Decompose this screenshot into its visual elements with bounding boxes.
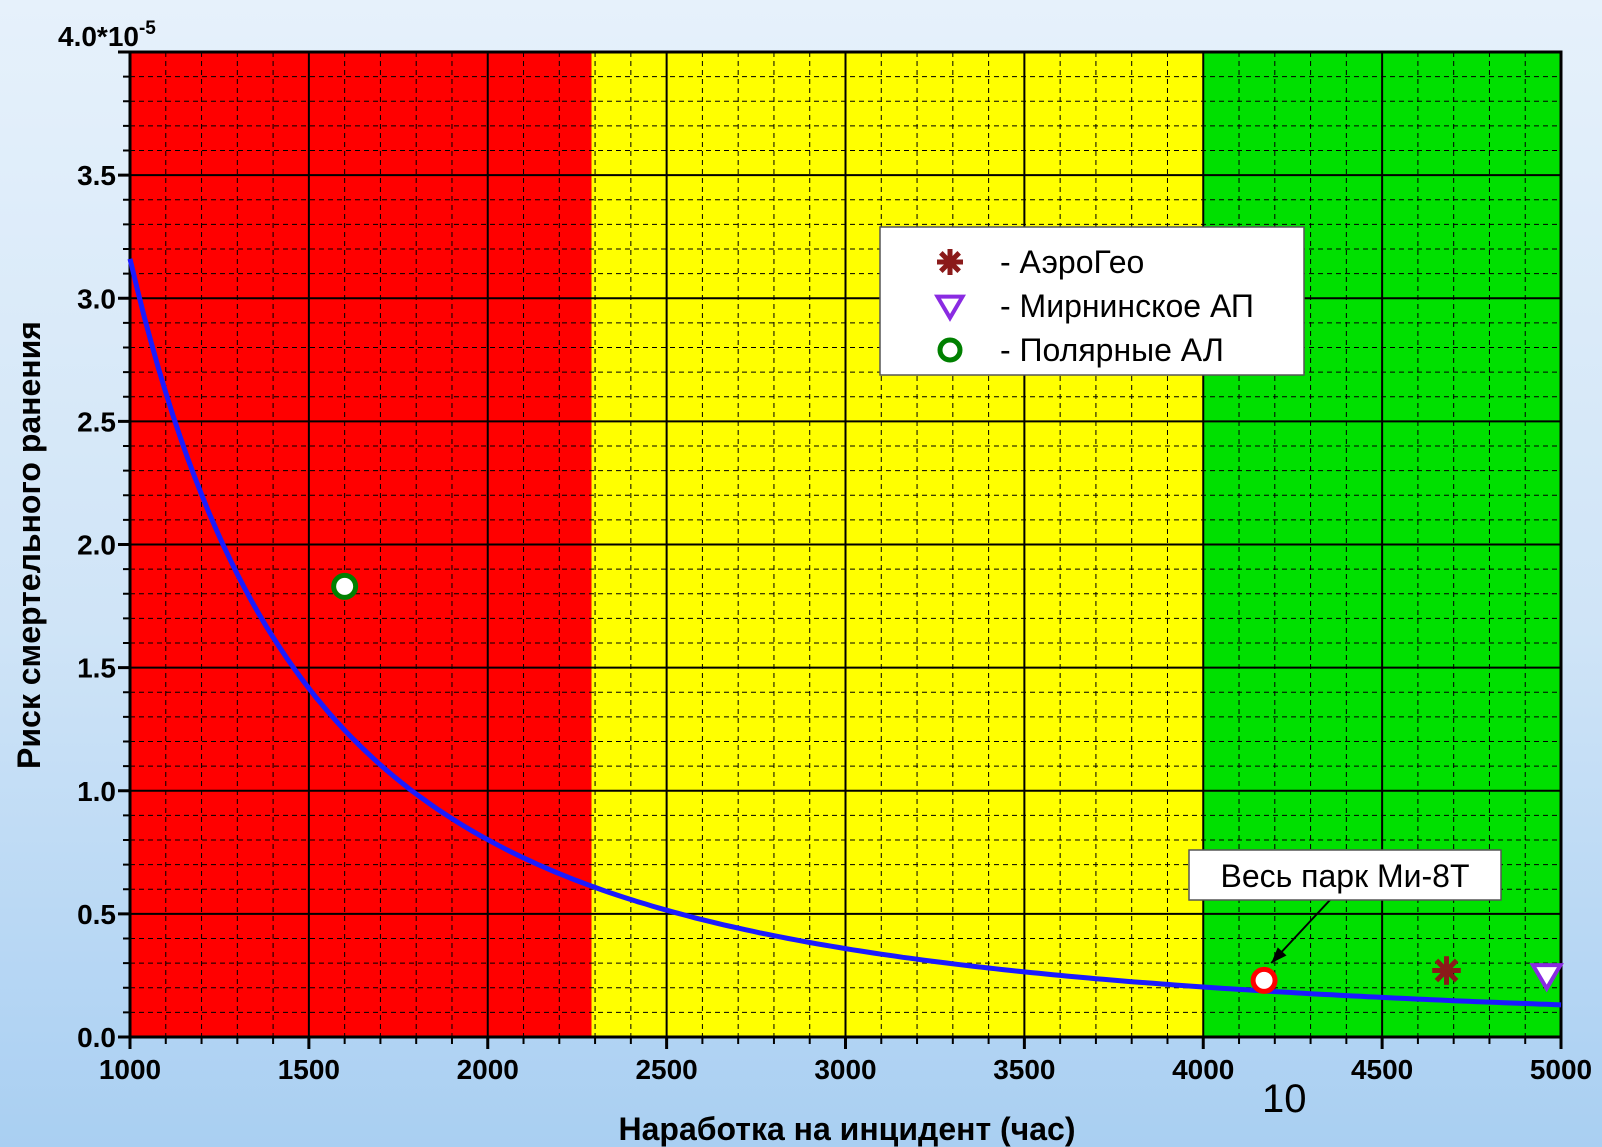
annotation-arrowhead	[1271, 947, 1287, 964]
marker-circle	[331, 572, 359, 600]
legend-marker-triangle-down	[934, 294, 966, 322]
series-curve	[127, 258, 1562, 1008]
y-tick-label: 3.5	[77, 160, 116, 191]
x-tick-label: 5000	[1530, 1054, 1592, 1085]
annotation-box	[1188, 849, 1502, 901]
annotation-text: Весь парк Ми-8Т	[1220, 858, 1469, 894]
legend-marker-circle	[937, 337, 963, 363]
x-tick-labels: 1000 1500 2000 2500 3000 3500 4000 4500 5000	[99, 1054, 1592, 1085]
axis-ticks	[118, 50, 1563, 1049]
y-tick-label: 3.0	[77, 283, 116, 314]
legend: - АэроГео - Мирнинское АП - Полярные АЛ	[879, 226, 1305, 376]
x-tick-label: 3500	[993, 1054, 1055, 1085]
y-multiplier-label: 4.0*10-5	[58, 18, 156, 52]
asterisk-stroke	[1434, 958, 1459, 983]
legend-label: - Мирнинское АП	[1000, 288, 1254, 324]
y-tick-label: 0.5	[77, 899, 116, 930]
asterisk-stroke	[939, 251, 961, 273]
fleet-point	[1250, 966, 1278, 994]
legend-label: - АэроГео	[1000, 244, 1144, 280]
y-tick-label: 1.5	[77, 653, 116, 684]
marker-asterisk	[1432, 956, 1461, 985]
marker-triangle-down	[1529, 963, 1564, 993]
x-tick-label: 3000	[814, 1054, 876, 1085]
y-axis-title: Риск смертельного ранения	[11, 321, 47, 769]
x-tick-label: 1500	[278, 1054, 340, 1085]
y-tick-label: 2.0	[77, 530, 116, 561]
page-number: 10	[1262, 1077, 1307, 1121]
y-tick-label: 0.0	[77, 1022, 116, 1053]
annotation: Весь парк Ми-8Т	[1188, 849, 1502, 964]
y-tick-label: 2.5	[77, 406, 116, 437]
x-tick-label: 4000	[1172, 1054, 1234, 1085]
y-tick-label: 1.0	[77, 776, 116, 807]
y-tick-labels: 0.0 0.5 1.0 1.5 2.0 2.5 3.0 3.5	[77, 160, 116, 1053]
x-tick-label: 1000	[99, 1054, 161, 1085]
x-tick-label: 4500	[1351, 1054, 1413, 1085]
x-axis-title: Наработка на инцидент (час)	[619, 1111, 1076, 1147]
legend-label: - Полярные АЛ	[1000, 332, 1224, 368]
x-tick-label: 2500	[635, 1054, 697, 1085]
data-markers	[331, 572, 1564, 994]
legend-marker-asterisk	[937, 249, 963, 275]
x-tick-label: 2000	[457, 1054, 519, 1085]
